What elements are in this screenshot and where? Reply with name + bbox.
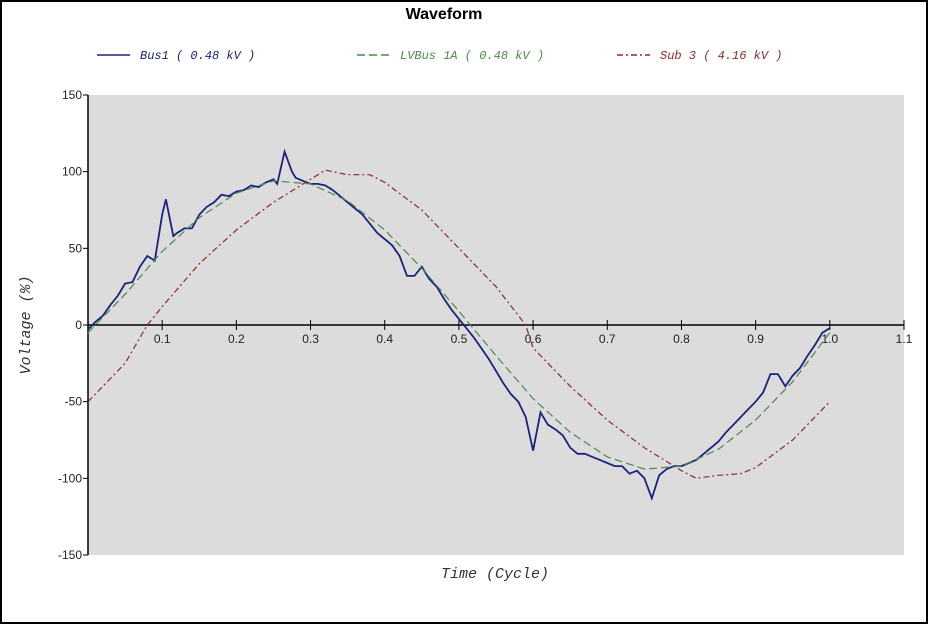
y-axis-label: Voltage (%): [18, 275, 35, 374]
legend-label: Sub 3 ( 4.16 kV ): [660, 49, 782, 63]
y-tick-label: -150: [58, 548, 82, 562]
x-tick-label: 0.9: [747, 332, 764, 346]
x-tick-label: 0.4: [376, 332, 393, 346]
y-tick-label: 100: [62, 165, 82, 179]
x-tick-label: 0.7: [599, 332, 616, 346]
x-tick-label: 0.6: [525, 332, 542, 346]
y-tick-label: 150: [62, 88, 82, 102]
series-line: [87, 148, 831, 502]
chart-title: Waveform: [406, 6, 483, 23]
y-tick-label: 50: [69, 241, 83, 255]
x-tick-label: 0.2: [228, 332, 245, 346]
x-tick-label: 0.1: [154, 332, 171, 346]
x-tick-label: 0.5: [451, 332, 468, 346]
series-line: [87, 180, 831, 470]
legend-label: Bus1 ( 0.48 kV ): [140, 49, 255, 63]
legend-label: LVBus 1A ( 0.48 kV ): [400, 49, 544, 63]
x-tick-label: 1.0: [821, 332, 838, 346]
x-tick-label: 0.3: [302, 332, 319, 346]
y-tick-label: -50: [65, 395, 83, 409]
x-axis-label: Time (Cycle): [441, 566, 549, 583]
y-tick-label: -100: [58, 471, 82, 485]
x-tick-label: 0.8: [673, 332, 690, 346]
x-tick-label: 1.1: [896, 332, 913, 346]
y-tick-label: 0: [75, 318, 82, 332]
